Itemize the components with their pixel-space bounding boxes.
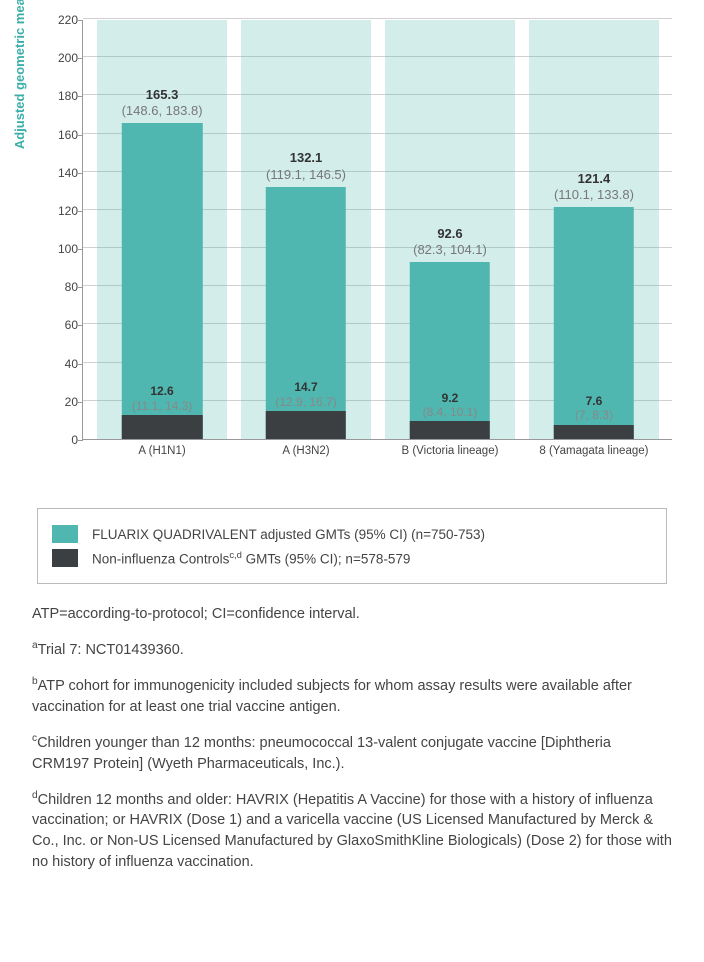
footnote-defs: ATP=according-to-protocol; CI=confidence…	[32, 604, 672, 625]
y-tick: 200	[43, 51, 78, 65]
bar-control	[122, 415, 202, 439]
footnote-d: dChildren 12 months and older: HAVRIX (H…	[32, 789, 672, 874]
x-tick-label: 8 (Yamagata lineage)	[519, 439, 669, 457]
bar-group: 92.6(82.3, 104.1)9.2(8.4, 10.1)B (Victor…	[385, 20, 515, 439]
y-tick: 60	[43, 318, 78, 332]
legend: FLUARIX QUADRIVALENT adjusted GMTs (95% …	[37, 508, 667, 584]
y-tick: 100	[43, 242, 78, 256]
legend-text-main: FLUARIX QUADRIVALENT adjusted GMTs (95% …	[92, 527, 485, 542]
legend-text-control: Non-influenza Controlsc,d GMTs (95% CI);…	[92, 550, 410, 567]
bar-control	[554, 425, 634, 440]
footnote-a: aTrial 7: NCT01439360.	[32, 639, 672, 661]
bar-group: 165.3(148.6, 183.8)12.6(11.1, 14.3)A (H1…	[97, 20, 227, 439]
x-tick-label: B (Victoria lineage)	[375, 439, 525, 457]
bar-control	[410, 421, 490, 439]
bar-value-label: 92.6(82.3, 104.1)	[353, 226, 548, 259]
bar-value-label: 132.1(119.1, 146.5)	[209, 150, 404, 183]
legend-swatch-control	[52, 549, 78, 567]
bar-value-label: 165.3(148.6, 183.8)	[65, 87, 260, 120]
y-tick: 220	[43, 13, 78, 27]
gmt-bar-chart: Adjusted geometric mean titers (GMTs), U…	[22, 10, 682, 490]
y-tick: 0	[43, 433, 78, 447]
footnote-b: bATP cohort for immunogenicity included …	[32, 675, 672, 718]
y-tick: 140	[43, 166, 78, 180]
legend-swatch-main	[52, 525, 78, 543]
y-axis-label: Adjusted geometric mean titers (GMTs), U…	[12, 0, 27, 149]
bar-group: 121.4(110.1, 133.8)7.6(7, 8.3)8 (Yamagat…	[529, 20, 659, 439]
y-tick: 120	[43, 204, 78, 218]
y-tick: 40	[43, 357, 78, 371]
bar-group: 132.1(119.1, 146.5)14.7(12.9, 16.7)A (H3…	[241, 20, 371, 439]
x-tick-label: A (H1N1)	[87, 439, 237, 457]
bar-control	[266, 411, 346, 439]
plot-area: 020406080100120140160180200220165.3(148.…	[82, 20, 672, 440]
bar-value-label: 121.4(110.1, 133.8)	[497, 171, 692, 204]
footnote-c: cChildren younger than 12 months: pneumo…	[32, 732, 672, 775]
bar-control-label: 7.6(7, 8.3)	[497, 394, 692, 423]
y-tick: 80	[43, 280, 78, 294]
legend-row-control: Non-influenza Controlsc,d GMTs (95% CI);…	[52, 549, 652, 567]
footnotes: ATP=according-to-protocol; CI=confidence…	[32, 604, 672, 873]
y-tick: 160	[43, 128, 78, 142]
legend-row-main: FLUARIX QUADRIVALENT adjusted GMTs (95% …	[52, 525, 652, 543]
x-tick-label: A (H3N2)	[231, 439, 381, 457]
